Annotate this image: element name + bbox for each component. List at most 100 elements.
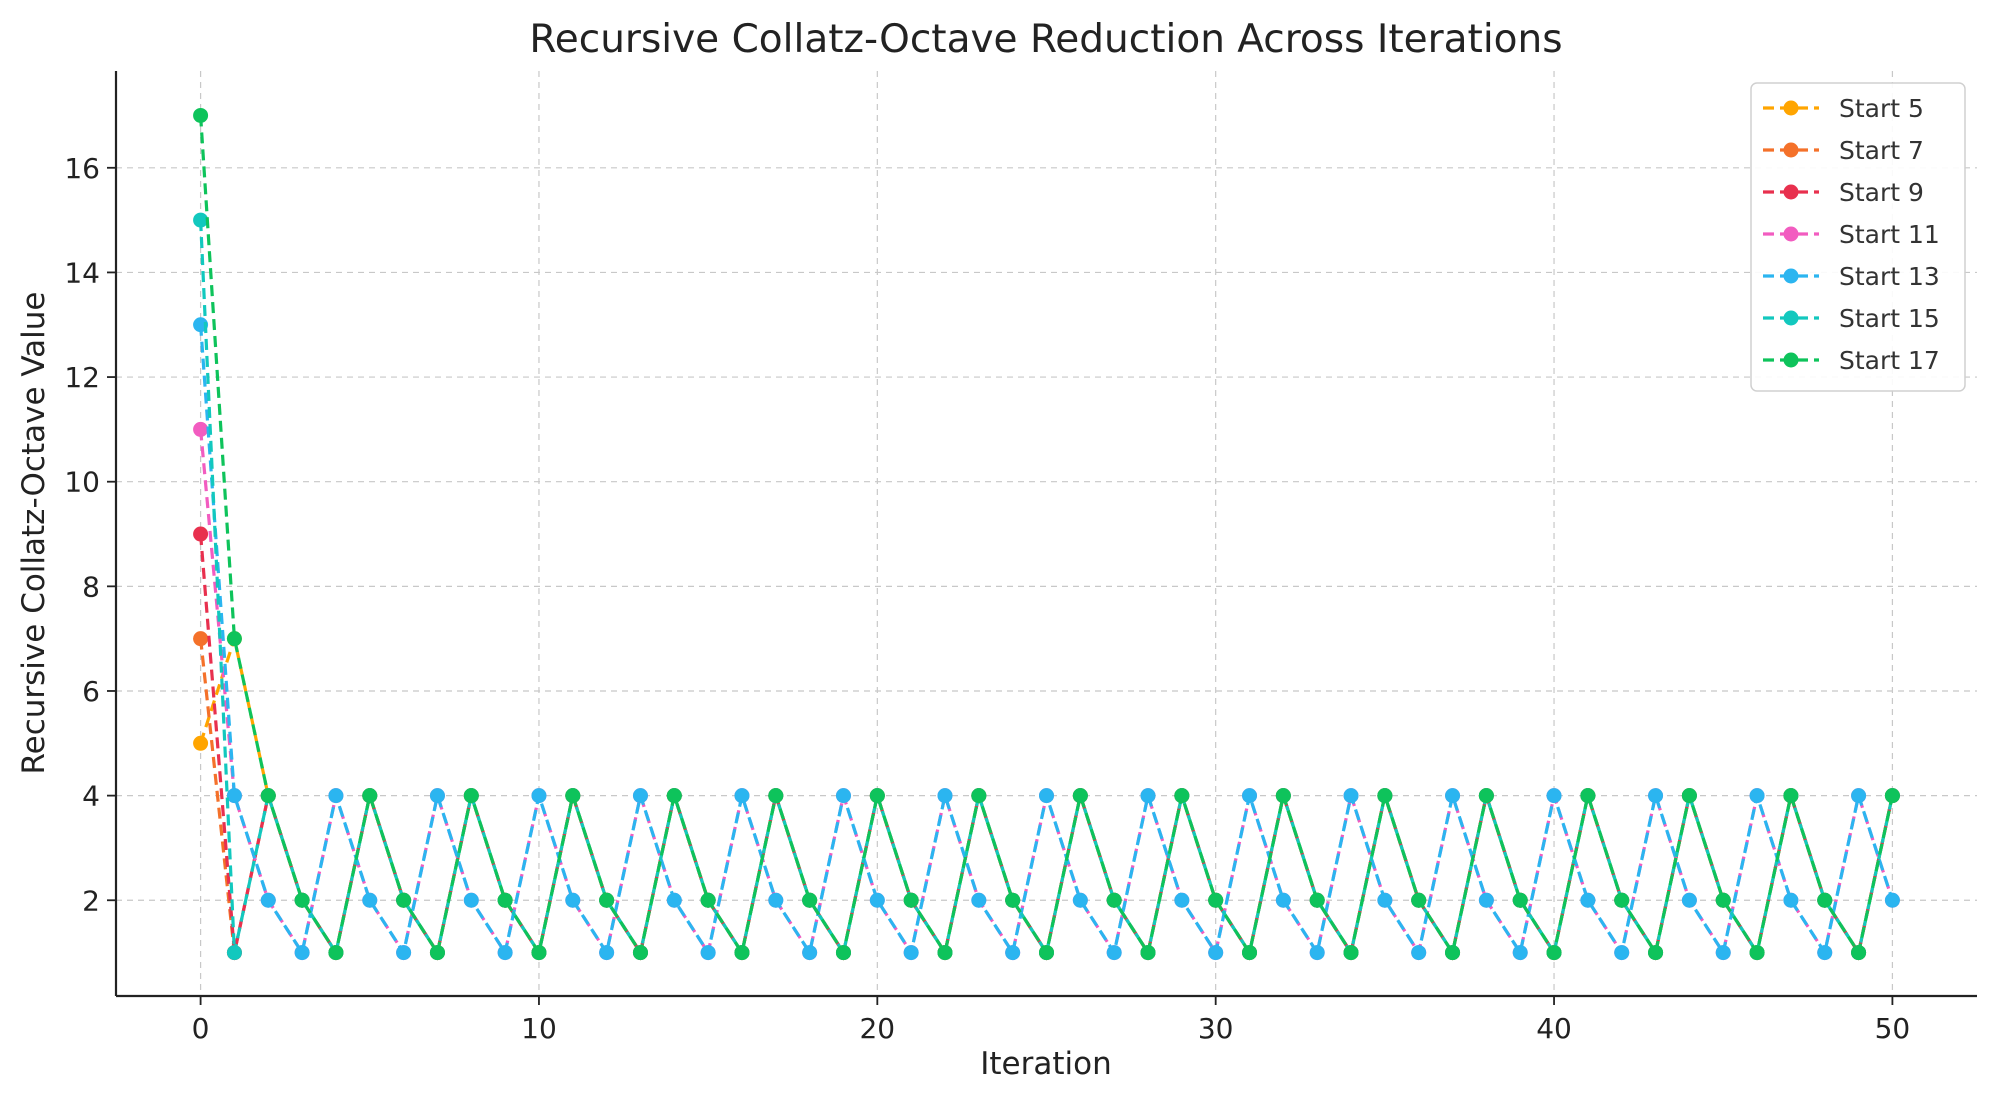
data-point-start-17	[1377, 788, 1393, 804]
data-point-start-17	[1005, 892, 1021, 908]
data-point-start-13	[1681, 892, 1697, 908]
data-point-start-13	[463, 892, 479, 908]
data-point-start-17	[531, 945, 547, 961]
series-start-13	[193, 317, 1900, 961]
data-point-start-13	[1039, 788, 1054, 804]
data-point-start-17	[396, 892, 412, 908]
legend-swatch-marker	[1783, 310, 1799, 326]
data-point-start-13	[1580, 892, 1596, 908]
data-point-start-17	[260, 788, 276, 804]
legend-item-start-7: Start 7	[1763, 136, 1924, 165]
legend-swatch-marker	[1783, 226, 1799, 242]
legend-item-start-17: Start 17	[1763, 346, 1940, 375]
data-point-start-11	[193, 421, 209, 437]
data-point-start-13	[1275, 892, 1291, 908]
data-point-start-13	[226, 788, 242, 804]
data-point-start-13	[531, 788, 547, 804]
data-point-start-17	[1546, 945, 1562, 961]
data-point-start-15	[193, 212, 209, 228]
data-point-start-13	[1817, 945, 1833, 961]
data-point-start-17	[226, 631, 242, 647]
data-point-start-13	[328, 788, 344, 804]
data-point-start-17	[768, 788, 784, 804]
data-point-start-17	[1039, 945, 1054, 961]
data-point-start-17	[632, 945, 648, 961]
legend: Start 5 Start 7 Start 9 Start 11 Start 13 Sta…	[1750, 82, 1966, 392]
data-point-start-15	[226, 945, 242, 961]
ticks: 0 10 20 30 40 50 2 4 6 8 10 12 14 16	[64, 152, 1910, 1045]
data-point-start-13	[835, 788, 851, 804]
legend-label: Start 17	[1839, 346, 1940, 375]
data-point-start-13	[599, 945, 615, 961]
data-point-start-17	[1614, 892, 1630, 908]
data-point-start-13	[1715, 945, 1731, 961]
legend-swatch-marker	[1783, 184, 1799, 200]
y-tick-label: 10	[64, 466, 100, 499]
data-point-start-5	[193, 735, 209, 751]
data-point-start-13	[429, 788, 445, 804]
data-point-start-17	[1411, 892, 1427, 908]
y-tick-label: 8	[82, 570, 100, 603]
legend-label: Start 9	[1839, 178, 1924, 207]
data-point-start-17	[1242, 945, 1258, 961]
data-point-start-13	[1546, 788, 1562, 804]
data-point-start-17	[700, 892, 716, 908]
data-point-start-13	[260, 892, 276, 908]
series-start-17	[193, 107, 1900, 961]
data-point-start-13	[1445, 788, 1461, 804]
data-point-start-17	[1851, 945, 1867, 961]
data-point-start-13	[666, 892, 682, 908]
legend-label: Start 5	[1839, 94, 1924, 123]
y-tick-label: 14	[64, 256, 100, 289]
legend-frame	[1750, 82, 1966, 392]
data-point-start-17	[1072, 788, 1088, 804]
chart-title: Recursive Collatz-Octave Reduction Acros…	[529, 17, 1562, 62]
data-point-start-13	[1106, 945, 1122, 961]
axes	[114, 71, 1977, 998]
data-point-start-13	[1851, 788, 1867, 804]
data-point-start-17	[1681, 788, 1697, 804]
data-point-start-13	[768, 892, 784, 908]
data-point-start-13	[1242, 788, 1258, 804]
data-point-start-17	[1208, 892, 1224, 908]
data-point-start-17	[294, 892, 310, 908]
y-tick-label: 16	[64, 152, 100, 185]
data-point-start-13	[1614, 945, 1630, 961]
data-point-start-13	[1072, 892, 1088, 908]
data-point-start-13	[1478, 892, 1494, 908]
x-tick-label: 50	[1875, 1012, 1911, 1045]
data-point-start-13	[869, 892, 885, 908]
data-point-start-17	[903, 892, 919, 908]
data-point-start-17	[497, 892, 513, 908]
data-point-start-17	[1140, 945, 1156, 961]
data-point-start-17	[971, 788, 987, 804]
data-point-start-13	[802, 945, 818, 961]
legend-swatch-marker	[1783, 268, 1799, 284]
data-point-start-13	[1208, 945, 1224, 961]
y-tick-label: 4	[82, 780, 100, 813]
data-point-start-17	[666, 788, 682, 804]
x-tick-label: 30	[1198, 1012, 1234, 1045]
data-point-start-13	[1343, 788, 1359, 804]
data-point-start-17	[1478, 788, 1494, 804]
data-point-start-17	[463, 788, 479, 804]
data-point-start-9	[193, 526, 209, 542]
data-point-start-17	[429, 945, 445, 961]
data-point-start-13	[1783, 892, 1799, 908]
legend-item-start-13: Start 13	[1763, 262, 1940, 291]
data-point-start-17	[1817, 892, 1833, 908]
data-point-start-13	[294, 945, 310, 961]
data-point-start-17	[362, 788, 378, 804]
data-point-start-17	[1174, 788, 1190, 804]
series-layer	[193, 107, 1900, 961]
legend-swatch-marker	[1783, 142, 1799, 158]
data-point-start-17	[193, 107, 209, 123]
data-point-start-17	[1783, 788, 1799, 804]
y-tick-label: 2	[82, 884, 100, 917]
data-point-start-17	[1309, 892, 1325, 908]
x-tick-label: 20	[859, 1012, 895, 1045]
data-point-start-13	[396, 945, 412, 961]
data-point-start-17	[869, 788, 885, 804]
